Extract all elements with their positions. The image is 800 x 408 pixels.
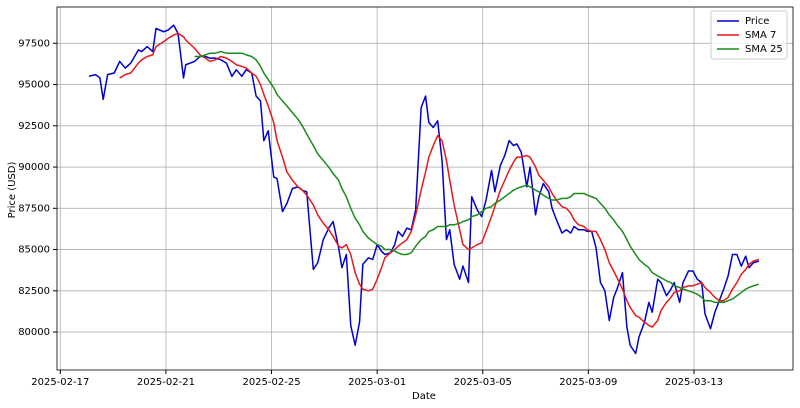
y-tick-label: 95000 <box>18 80 50 91</box>
x-tick-label: 2025-02-21 <box>137 377 195 388</box>
legend: Price SMA 7 SMA 25 <box>710 10 788 60</box>
x-tick-label: 2025-02-17 <box>31 377 89 388</box>
x-tick-label: 2025-02-25 <box>242 377 300 388</box>
y-tick-label: 87500 <box>18 203 50 214</box>
line-series <box>194 50 760 304</box>
legend-label: Price <box>745 16 769 27</box>
y-tick-label: 85000 <box>18 245 50 256</box>
y-tick-label: 82500 <box>18 286 50 297</box>
x-tick-label: 2025-03-05 <box>454 377 512 388</box>
legend-box <box>710 10 788 60</box>
y-tick-label: 80000 <box>18 327 50 338</box>
x-tick-label: 2025-03-13 <box>665 377 723 388</box>
line-series <box>119 32 760 328</box>
plot-frame <box>56 6 794 371</box>
legend-label: SMA 7 <box>745 30 776 41</box>
x-tick-label: 2025-03-01 <box>348 377 406 388</box>
line-series <box>88 24 760 355</box>
y-tick-label: 90000 <box>18 162 50 173</box>
x-tick-label: 2025-03-09 <box>559 377 617 388</box>
legend-label: SMA 25 <box>745 44 783 55</box>
y-tick-label: 92500 <box>18 121 50 132</box>
y-axis-label: Price (USD) <box>7 162 18 219</box>
x-axis-label: Date <box>412 391 436 402</box>
y-tick-label: 97500 <box>18 38 50 49</box>
